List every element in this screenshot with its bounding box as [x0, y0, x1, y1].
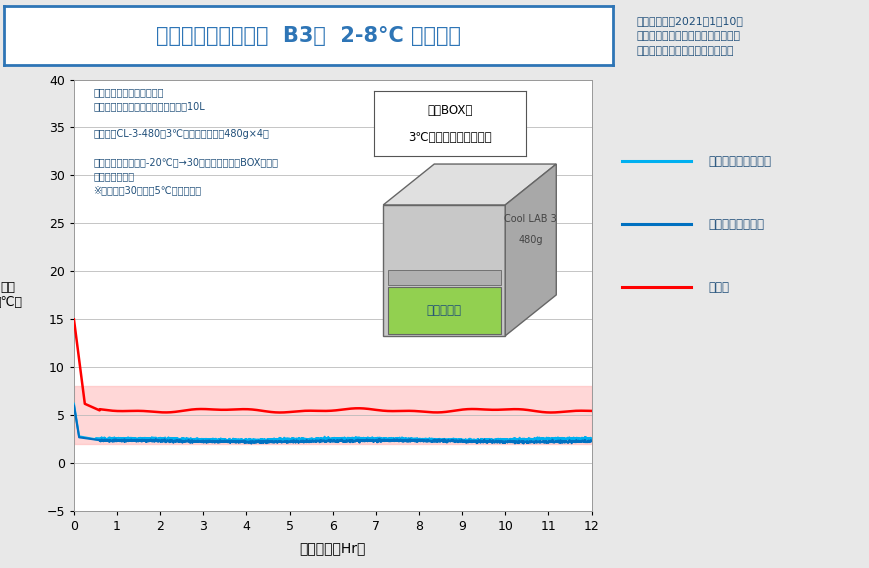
- Polygon shape: [388, 287, 501, 334]
- Text: アルミ内笱内スミ: アルミ内笱内スミ: [708, 218, 764, 231]
- Text: 定温輸送容器セット  B3案  2-8°C 温度試験: 定温輸送容器セット B3案 2-8°C 温度試験: [156, 26, 461, 45]
- Text: 3℃保冷劑セッティング: 3℃保冷劑セッティング: [408, 131, 492, 144]
- Polygon shape: [388, 270, 501, 285]
- Polygon shape: [382, 164, 555, 205]
- Text: 試験実施日：2021年1月10日
試験実施場所　：　搐スギヤマゲン
試験実施者　：　搐スギヤマゲン: 試験実施日：2021年1月10日 試験実施場所 ： 搐スギヤマゲン 試験実施者 …: [636, 16, 743, 56]
- Polygon shape: [505, 164, 555, 336]
- Text: 発泡BOX内: 発泡BOX内: [427, 104, 473, 117]
- Bar: [74, 386, 591, 444]
- Text: アルミ内笱: アルミ内笱: [427, 304, 461, 317]
- Text: ＜温度計測試験実施条件＞
使用ボックス　：　発泡ボックス、10L

保冷劑：CL-3-480（3℃融点保冷劑）　480g×4枚

投入条件：冷凍庫（-20℃）→: ＜温度計測試験実施条件＞ 使用ボックス ： 発泡ボックス、10L 保冷劑：CL-…: [93, 87, 278, 195]
- Text: アルミ内笱内中心部: アルミ内笱内中心部: [708, 155, 771, 168]
- Polygon shape: [382, 205, 505, 336]
- Text: 480g: 480g: [518, 235, 542, 245]
- Text: 外気温: 外気温: [708, 281, 729, 294]
- Text: Cool LAB 3: Cool LAB 3: [504, 214, 556, 224]
- X-axis label: 経過時間（Hr）: 経過時間（Hr）: [299, 541, 366, 556]
- Y-axis label: 温度
（℃）: 温度 （℃）: [0, 281, 22, 310]
